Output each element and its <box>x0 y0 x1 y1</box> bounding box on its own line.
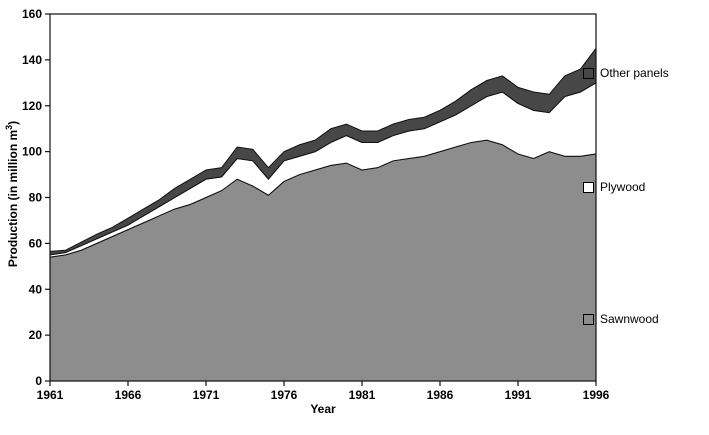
other-panels-swatch-icon <box>583 67 594 79</box>
sawnwood-swatch-icon <box>583 313 594 325</box>
x-tick-label: 1981 <box>349 388 376 402</box>
x-tick-label: 1966 <box>115 388 142 402</box>
x-tick-label: 1991 <box>505 388 532 402</box>
y-tick-label: 100 <box>22 145 42 159</box>
area-sawnwood <box>49 139 597 382</box>
y-axis-title: Production (in million m3) <box>4 74 20 314</box>
y-tick-label: 160 <box>22 7 42 21</box>
legend-item-sawnwood: Sawnwood <box>583 312 659 326</box>
x-axis-title: Year <box>310 402 336 416</box>
y-axis-title-text: Production (in million m <box>6 129 20 268</box>
x-tick-label: 1986 <box>427 388 454 402</box>
y-tick-label: 40 <box>29 282 43 296</box>
legend-item-plywood: Plywood <box>583 180 645 194</box>
y-tick-label: 0 <box>35 374 42 388</box>
y-axis-title-superscript: 3 <box>4 124 14 130</box>
legend-label-other-panels: Other panels <box>600 66 669 80</box>
y-tick-label: 140 <box>22 53 42 67</box>
x-tick-label: 1976 <box>271 388 298 402</box>
x-tick-label: 1961 <box>37 388 64 402</box>
y-tick-label: 60 <box>29 236 43 250</box>
y-tick-label: 20 <box>29 328 43 342</box>
legend-item-other-panels: Other panels <box>583 66 669 80</box>
y-tick-label: 120 <box>22 99 42 113</box>
y-axis-title-close: ) <box>6 120 20 125</box>
plywood-swatch-icon <box>583 181 594 193</box>
y-tick-label: 80 <box>29 191 43 205</box>
x-tick-label: 1971 <box>193 388 220 402</box>
legend-label-sawnwood: Sawnwood <box>600 312 659 326</box>
legend-label-plywood: Plywood <box>600 180 646 194</box>
x-tick-label: 1996 <box>583 388 610 402</box>
